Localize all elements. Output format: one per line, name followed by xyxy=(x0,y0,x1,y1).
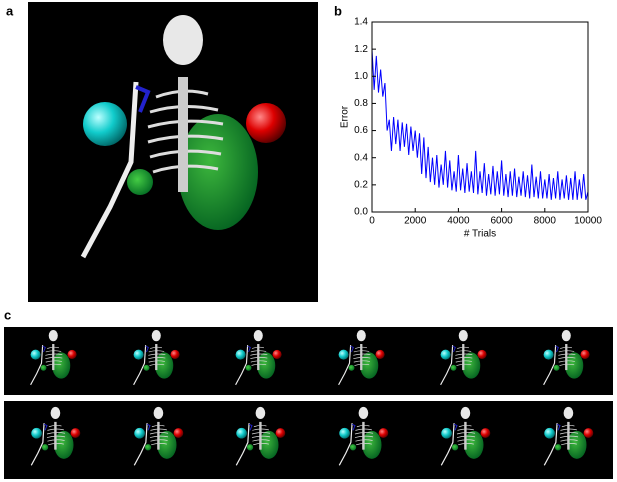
x-tick-label: 10000 xyxy=(574,216,602,227)
y-tick-label: 1.4 xyxy=(354,17,368,28)
y-tick-label: 0.6 xyxy=(354,125,368,136)
render-image xyxy=(28,2,318,302)
x-tick-label: 2000 xyxy=(404,216,427,227)
y-tick-label: 0.0 xyxy=(354,207,368,218)
sequence-strip xyxy=(4,401,613,479)
y-tick-label: 1.0 xyxy=(354,71,368,82)
data-line xyxy=(371,49,589,200)
panel-label: c xyxy=(4,307,11,322)
x-tick-label: 4000 xyxy=(447,216,470,227)
sequence-strip xyxy=(4,327,613,395)
plot-frame xyxy=(371,21,589,213)
panel-label: a xyxy=(6,3,14,18)
x-axis-label: # Trials xyxy=(464,229,496,240)
y-tick-label: 0.8 xyxy=(354,98,368,109)
y-axis-label: Error xyxy=(340,105,351,128)
x-tick-label: 0 xyxy=(369,216,375,227)
y-tick-label: 1.2 xyxy=(354,44,368,55)
panel-label: b xyxy=(334,3,342,18)
y-tick-label: 0.4 xyxy=(354,152,368,163)
y-tick-label: 0.2 xyxy=(354,179,368,190)
x-tick-label: 6000 xyxy=(490,216,513,227)
x-tick-label: 8000 xyxy=(534,216,557,227)
